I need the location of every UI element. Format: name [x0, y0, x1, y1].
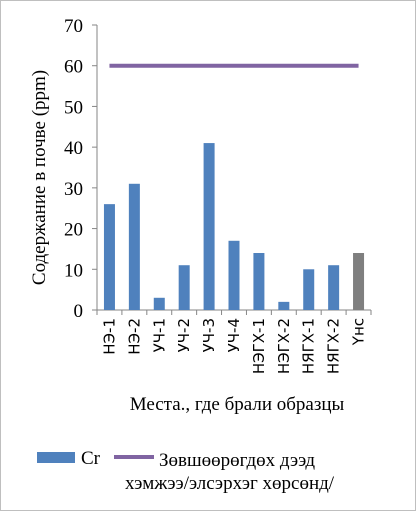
x-tick-label: УЧ-1 — [150, 318, 168, 352]
bar-УЧ-4 — [228, 240, 240, 310]
y-tick-label: 20 — [64, 220, 83, 241]
x-tick-label: Үнс — [350, 318, 368, 346]
bar-НЭ-1 — [103, 204, 115, 310]
x-ticks — [96, 310, 372, 315]
bar-УЧ-2 — [178, 265, 190, 310]
y-tick-label: 70 — [64, 16, 83, 37]
x-tick-label: НЭГХ-1 — [250, 318, 268, 374]
y-axis-label: Содержание в почве (ppm) — [29, 70, 50, 285]
bar-НЭГХ-2 — [278, 301, 290, 310]
x-tick-label: УЧ-2 — [175, 318, 193, 352]
y-ticks — [92, 24, 97, 311]
y-tick-label: 60 — [64, 57, 83, 78]
bar-УЧ-3 — [203, 143, 215, 310]
x-tick-label: НЭ-1 — [100, 318, 118, 355]
bar-НЯГХ-1 — [303, 269, 315, 310]
bar-НЭГХ-1 — [253, 253, 265, 310]
bar-Үнс — [353, 253, 365, 310]
legend-label-line: Зөвшөөрөгдөх дээд хэмжээ/элсэрхэг хөрсөнд… — [125, 450, 335, 494]
y-tick-label: 0 — [74, 301, 84, 322]
bar-НЭ-2 — [128, 183, 140, 310]
x-tick-labels: НЭ-1 НЭ-2 УЧ-1 УЧ-2 УЧ-3 УЧ-4 НЭГХ-1 НЭГХ-2 НЯГХ… — [100, 318, 367, 374]
x-tick-label: НЭГХ-2 — [275, 318, 293, 374]
bars — [103, 143, 365, 310]
legend-swatch-bar — [37, 452, 75, 463]
legend: Cr Зөвшөөрөгдөх дээд хэмжээ/элсэрхэг хөрс… — [37, 448, 335, 494]
y-tick-label: 30 — [64, 179, 83, 200]
x-tick-label: НЯГХ-2 — [325, 318, 343, 374]
x-tick-label: НЭ-2 — [125, 318, 143, 355]
y-tick-label: 10 — [64, 260, 83, 281]
x-axis-label: Места., где брали образцы — [130, 394, 345, 415]
y-tick-labels: 0 10 20 30 40 50 60 70 — [64, 16, 83, 322]
x-tick-label: УЧ-4 — [225, 318, 243, 352]
x-tick-label: НЯГХ-1 — [300, 318, 318, 374]
y-tick-label: 50 — [64, 97, 83, 118]
bar-УЧ-1 — [153, 297, 165, 310]
y-tick-label: 40 — [64, 138, 83, 159]
bar-НЯГХ-2 — [328, 265, 340, 310]
x-tick-label: УЧ-3 — [200, 318, 218, 352]
legend-label-bar: Cr — [81, 448, 101, 469]
